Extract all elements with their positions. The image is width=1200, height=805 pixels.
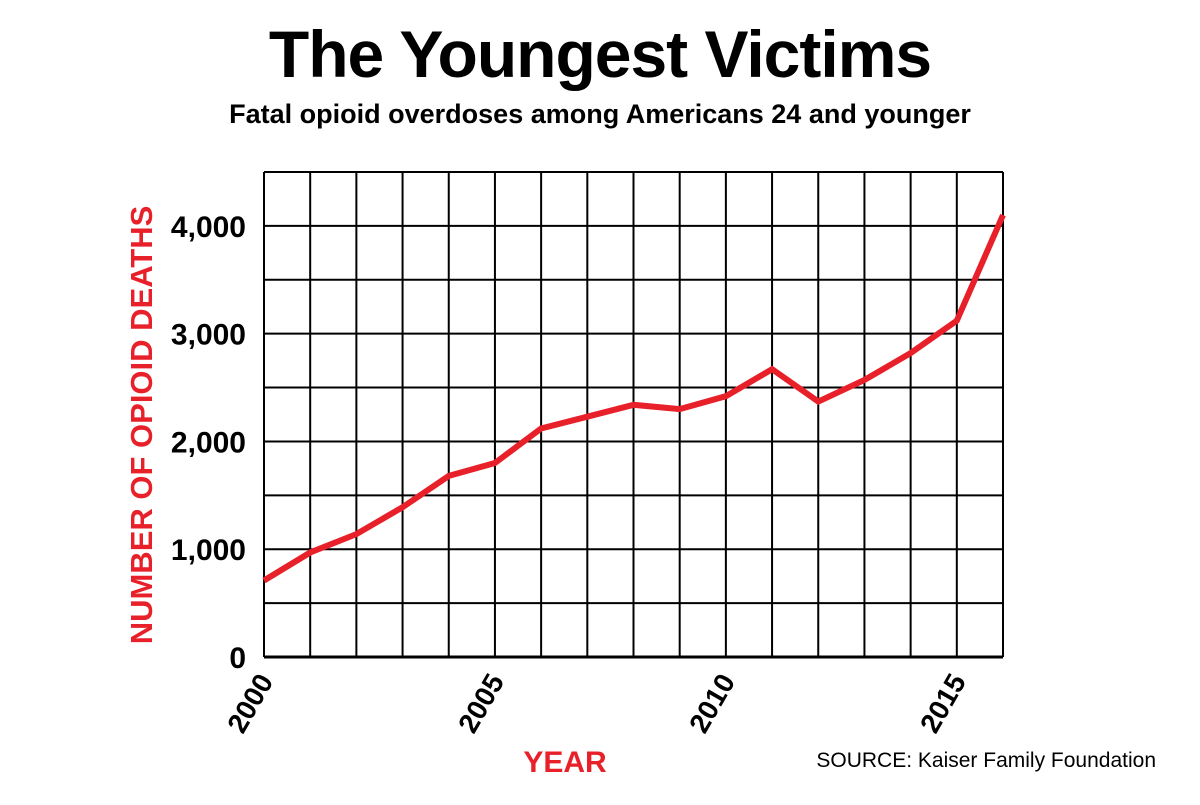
y-axis-ticks: 0 1,000 2,000 3,000 4,000 [171,211,246,675]
x-tick-label: 2005 [452,669,510,738]
y-axis-label: NUMBER OF OPIOID DEATHS [124,206,159,645]
y-tick-label: 3,000 [171,319,246,352]
data-series [262,213,1006,584]
x-tick-label: 2010 [683,669,741,738]
y-tick-label: 1,000 [171,534,246,567]
chart-title: The Youngest Victims [268,17,932,91]
x-axis-label: YEAR [523,746,607,779]
chart-grid [263,171,1004,659]
y-tick-label: 4,000 [171,211,246,244]
y-tick-label: 0 [229,642,246,675]
x-tick-label: 2000 [221,669,279,738]
y-tick-label: 2,000 [171,426,246,459]
x-axis-ticks: 2000 2005 2010 2015 [221,669,972,738]
source-note: SOURCE: Kaiser Family Foundation [816,749,1156,772]
chart-subtitle: Fatal opioid overdoses among Americans 2… [229,99,971,129]
x-tick-label: 2015 [914,669,972,738]
